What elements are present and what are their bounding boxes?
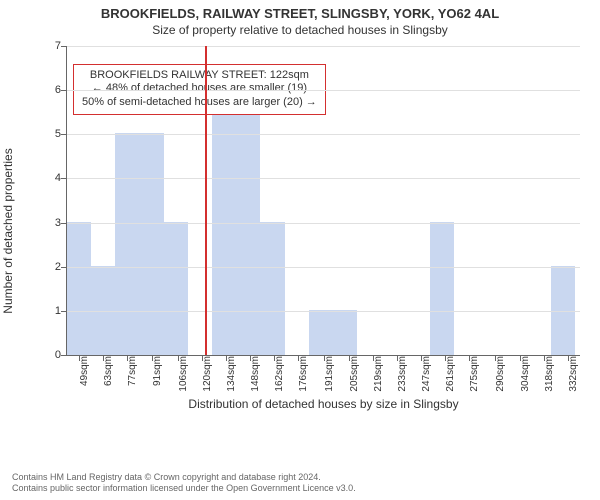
- histogram-bar: [333, 310, 357, 355]
- y-tick-label: 4: [45, 172, 61, 184]
- histogram-bar: [164, 222, 188, 355]
- histogram-bar: [260, 222, 284, 355]
- x-tick-label: 148sqm: [250, 356, 261, 392]
- gridline: [67, 134, 580, 135]
- y-tick: [61, 223, 67, 224]
- marker-line: [205, 46, 207, 355]
- x-tick-label: 91sqm: [152, 356, 163, 386]
- y-tick: [61, 90, 67, 91]
- annotation-line: BROOKFIELDS RAILWAY STREET: 122sqm: [82, 69, 317, 83]
- title-main: BROOKFIELDS, RAILWAY STREET, SLINGSBY, Y…: [0, 0, 600, 21]
- x-tick-label: 247sqm: [421, 356, 432, 392]
- histogram-bar: [430, 222, 454, 355]
- x-tick-label: 63sqm: [103, 356, 114, 386]
- x-tick-label: 162sqm: [274, 356, 285, 392]
- x-tick-label: 290sqm: [495, 356, 506, 392]
- y-axis-label: Number of detached properties: [1, 148, 15, 313]
- title-sub: Size of property relative to detached ho…: [0, 21, 600, 37]
- y-tick: [61, 355, 67, 356]
- footer-line: Contains HM Land Registry data © Crown c…: [12, 472, 356, 483]
- x-tick-label: 219sqm: [373, 356, 384, 392]
- x-tick-label: 120sqm: [202, 356, 213, 392]
- gridline: [67, 311, 580, 312]
- histogram-bar: [140, 133, 164, 355]
- histogram-bar: [67, 222, 91, 355]
- y-tick: [61, 46, 67, 47]
- x-tick-label: 261sqm: [445, 356, 456, 392]
- x-tick-label: 134sqm: [226, 356, 237, 392]
- x-tick-label: 191sqm: [324, 356, 335, 392]
- x-tick-label: 304sqm: [520, 356, 531, 392]
- x-axis-label: Distribution of detached houses by size …: [67, 397, 580, 411]
- y-tick-label: 5: [45, 128, 61, 140]
- gridline: [67, 267, 580, 268]
- histogram-bar: [115, 133, 139, 355]
- gridline: [67, 223, 580, 224]
- y-tick-label: 1: [45, 305, 61, 317]
- x-tick-label: 233sqm: [397, 356, 408, 392]
- y-tick: [61, 267, 67, 268]
- figure: BROOKFIELDS, RAILWAY STREET, SLINGSBY, Y…: [0, 0, 600, 500]
- y-tick-label: 7: [45, 40, 61, 52]
- x-tick-label: 205sqm: [349, 356, 360, 392]
- y-tick-label: 0: [45, 349, 61, 361]
- annotation-line: 50% of semi-detached houses are larger (…: [82, 96, 317, 110]
- footer-line: Contains public sector information licen…: [12, 483, 356, 494]
- footer: Contains HM Land Registry data © Crown c…: [12, 472, 356, 495]
- y-tick-label: 2: [45, 261, 61, 273]
- histogram-bar: [309, 310, 333, 355]
- x-tick-label: 106sqm: [178, 356, 189, 392]
- x-tick-label: 176sqm: [298, 356, 309, 392]
- y-tick-label: 3: [45, 217, 61, 229]
- chart: Number of detached properties BROOKFIELD…: [40, 46, 580, 416]
- y-tick: [61, 134, 67, 135]
- gridline: [67, 178, 580, 179]
- x-tick-label: 49sqm: [79, 356, 90, 386]
- y-tick-label: 6: [45, 84, 61, 96]
- x-tick-label: 318sqm: [544, 356, 555, 392]
- gridline: [67, 90, 580, 91]
- y-tick: [61, 311, 67, 312]
- gridline: [67, 46, 580, 47]
- plot-area: BROOKFIELDS RAILWAY STREET: 122sqm ← 48%…: [66, 46, 580, 356]
- y-tick: [61, 178, 67, 179]
- x-tick-label: 77sqm: [127, 356, 138, 386]
- x-tick-label: 332sqm: [568, 356, 579, 392]
- x-tick-label: 275sqm: [469, 356, 480, 392]
